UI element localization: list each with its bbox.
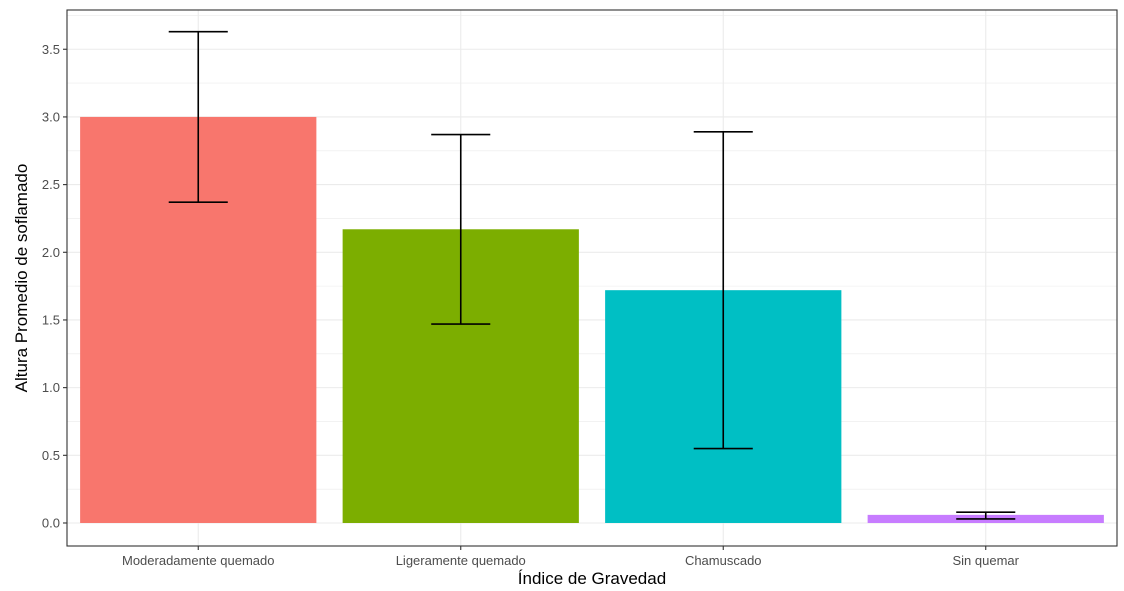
y-tick-label: 2.0 [42,245,60,260]
y-tick-label: 2.5 [42,177,60,192]
error-bar [693,131,753,450]
error-bar [168,30,228,204]
y-axis: 0.0 0.5 1.0 1.5 2.0 2.5 3.0 3.5 [42,42,67,530]
y-tick-label: 0.0 [42,515,60,530]
x-tick-label: Ligeramente quemado [396,553,526,568]
x-axis-title: Índice de Gravedad [518,569,666,588]
y-tick-label: 1.5 [42,312,60,327]
y-axis-title: Altura Promedio de soflamado [12,164,31,393]
error-bar [956,511,1016,520]
y-tick-label: 3.0 [42,109,60,124]
error-bar [431,133,491,325]
x-tick-label: Chamuscado [685,553,762,568]
error-bar-layer [168,30,1016,520]
y-tick-label: 0.5 [42,448,60,463]
y-tick-label: 3.5 [42,42,60,57]
y-tick-label: 1.0 [42,380,60,395]
x-tick-label: Sin quemar [953,553,1020,568]
x-tick-label: Moderadamente quemado [122,553,275,568]
panel-border [66,9,1118,547]
x-axis: Moderadamente quemado Ligeramente quemado… [122,546,1020,568]
